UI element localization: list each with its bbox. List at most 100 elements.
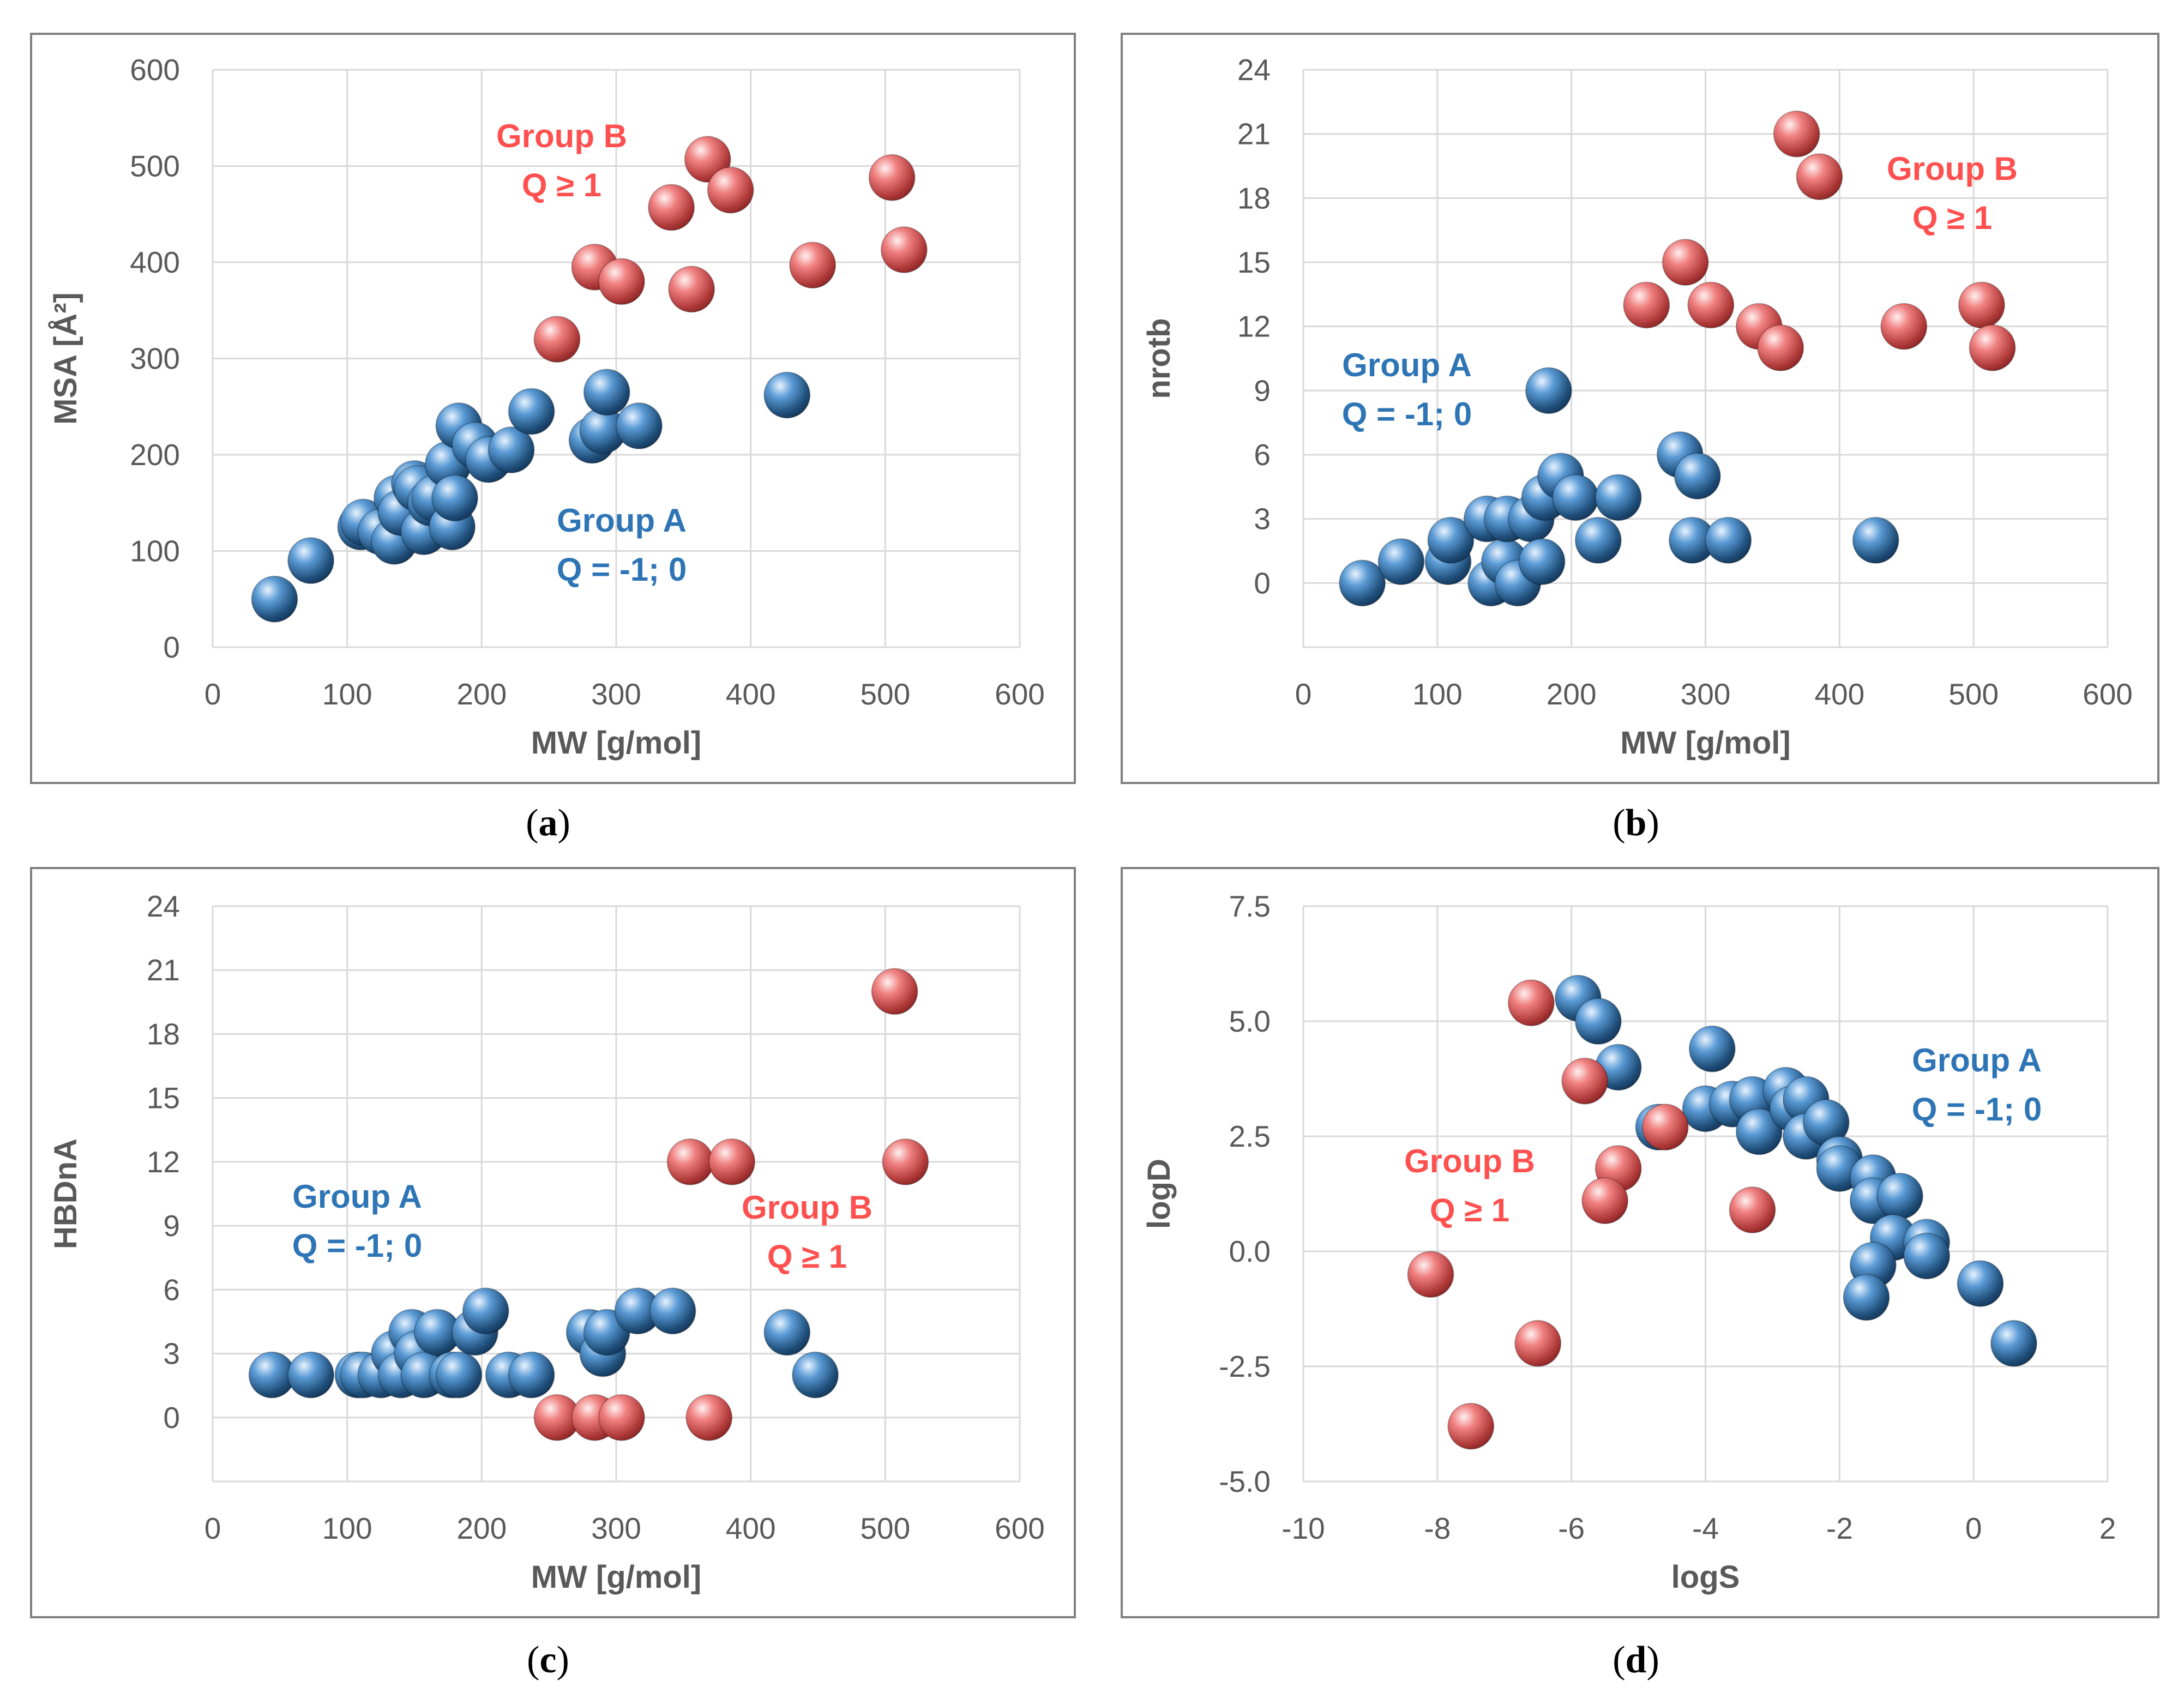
chart-b-point — [1518, 538, 1566, 586]
chart-d-point — [1641, 1104, 1689, 1151]
chart-a-group-a-charge: Q = -1; 0 — [557, 551, 687, 588]
chart-c-xtick-label: 400 — [726, 1511, 776, 1545]
chart-d-point — [1876, 1172, 1923, 1220]
chart-d-ytick-label: 5.0 — [1229, 1004, 1271, 1038]
chart-a-point — [431, 474, 478, 522]
caption-a-letter: a — [538, 802, 558, 844]
chart-c-ytick-label: 18 — [147, 1017, 180, 1051]
chart-d-point — [1688, 1025, 1736, 1073]
chart-c-group-a-charge: Q = -1; 0 — [292, 1227, 422, 1264]
chart-b-xtick-label: 200 — [1547, 677, 1597, 711]
chart-c-ytick-label: 24 — [147, 889, 180, 923]
chart-a-xtick-label: 0 — [204, 677, 221, 711]
chart-c-xtick-label: 500 — [860, 1511, 910, 1545]
chart-b: 0 100 200 300 400 500 600 0 3 6 9 12 15 18 21 24 MW [g/m… — [1141, 53, 2133, 761]
chart-c-point — [792, 1351, 839, 1399]
chart-b-series-a — [1339, 367, 1899, 607]
chart-d-ytick-label: 0.0 — [1229, 1234, 1271, 1268]
chart-a-point — [533, 316, 581, 363]
chart-c-ytick-label: 15 — [147, 1081, 180, 1115]
chart-b-group-b-charge: Q ≥ 1 — [1912, 200, 1992, 236]
chart-c-group-b-title: Group B — [742, 1189, 873, 1226]
caption-b: (b) — [1613, 802, 1659, 844]
chart-a-xlabel: MW [g/mol] — [531, 725, 701, 761]
caption-c: (c) — [527, 1639, 569, 1681]
panel-b-frame — [1121, 33, 2159, 784]
chart-a-group-b-charge: Q ≥ 1 — [522, 167, 601, 203]
chart-d-point — [1561, 1057, 1609, 1105]
chart-a-ytick-label: 0 — [163, 630, 180, 664]
chart-c-xtick-label: 200 — [456, 1511, 507, 1545]
chart-d-xtick-label: 2 — [2099, 1511, 2116, 1545]
chart-c-point — [598, 1394, 645, 1441]
chart-d-point — [1735, 1108, 1783, 1155]
chart-b-point — [1674, 453, 1721, 500]
chart-c-point — [685, 1394, 733, 1441]
chart-b-xtick-label: 600 — [2083, 677, 2133, 711]
chart-d-point — [1507, 979, 1555, 1027]
chart-d-ytick-label: 7.5 — [1229, 889, 1271, 923]
chart-a-ytick-label: 500 — [130, 149, 180, 183]
chart-a-point — [615, 402, 663, 450]
chart-d-point — [1957, 1260, 2004, 1308]
chart-b-xlabel: MW [g/mol] — [1620, 725, 1790, 761]
chart-c-group-b-charge: Q ≥ 1 — [767, 1238, 847, 1275]
chart-b-point — [1595, 474, 1642, 521]
chart-d-xtick-label: -6 — [1558, 1511, 1585, 1545]
chart-d-group-a-charge: Q = -1; 0 — [1912, 1091, 2042, 1128]
chart-c-series-b — [533, 968, 929, 1441]
chart-b-xtick-label: 100 — [1412, 677, 1463, 711]
caption-a: (a) — [526, 802, 570, 844]
chart-c-xtick-label: 100 — [322, 1511, 372, 1545]
caption-d: (d) — [1613, 1639, 1659, 1681]
chart-d-series-a — [1554, 974, 2037, 1367]
chart-b-xtick-label: 0 — [1295, 677, 1312, 711]
chart-a-ylabel: MSA [Å²] — [48, 292, 83, 425]
chart-b-ytick-label: 6 — [1254, 438, 1271, 472]
chart-a-point — [488, 426, 535, 474]
chart-c-xtick-label: 600 — [995, 1511, 1045, 1545]
chart-b-point — [1880, 303, 1928, 350]
chart-a-xtick-label: 600 — [995, 677, 1045, 711]
chart-c-point — [708, 1138, 756, 1185]
chart-b-point — [1852, 516, 1899, 564]
chart-d-point — [1903, 1232, 1951, 1280]
chart-d-group-a-title: Group A — [1912, 1042, 2042, 1079]
chart-b-group-a-charge: Q = -1; 0 — [1342, 396, 1472, 432]
chart-b-point — [1757, 324, 1804, 371]
chart-b-xtick-label: 300 — [1681, 677, 1731, 711]
chart-c-ytick-label: 0 — [163, 1401, 180, 1435]
chart-a-point — [868, 154, 916, 201]
chart-b-group-b-title: Group B — [1887, 150, 2018, 187]
chart-d: -10 -8 -6 -4 -2 0 2 -5.0 -2.5 0.0 2.5 5.0 7.5 logS log… — [1141, 889, 2116, 1595]
chart-b-point — [1552, 474, 1599, 521]
chart-a-point — [763, 371, 811, 419]
chart-d-point — [1574, 998, 1622, 1045]
chart-b-xtick-label: 400 — [1814, 677, 1864, 711]
chart-c: 0 100 200 300 400 500 600 0 3 6 9 12 15 18 21 24 MW [g/m… — [48, 889, 1045, 1595]
chart-d-point — [1514, 1320, 1562, 1367]
chart-d-ylabel: logD — [1141, 1159, 1177, 1229]
chart-b-point — [1796, 153, 1843, 201]
chart-d-point — [1729, 1186, 1776, 1234]
chart-a-series-b — [533, 136, 928, 363]
chart-c-point — [287, 1351, 335, 1399]
chart-b-ytick-label: 15 — [1237, 245, 1271, 279]
chart-b-ytick-label: 21 — [1237, 117, 1271, 151]
chart-a-xtick-label: 400 — [726, 677, 776, 711]
chart-a-ytick-label: 600 — [130, 53, 180, 87]
chart-a-group-b-title: Group B — [496, 118, 627, 154]
chart-d-xlabel: logS — [1671, 1559, 1740, 1595]
chart-b-group-a-title: Group A — [1342, 347, 1472, 383]
chart-b-ytick-label: 3 — [1254, 502, 1271, 536]
chart-b-point — [1773, 110, 1820, 158]
chart-a-point — [668, 266, 715, 313]
chart-c-point — [871, 968, 918, 1015]
chart-d-group-b-charge: Q ≥ 1 — [1430, 1192, 1509, 1228]
chart-c-xtick-label: 0 — [204, 1511, 221, 1545]
chart-d-point — [1407, 1251, 1454, 1298]
chart-a-point — [508, 388, 555, 435]
chart-c-series-a — [248, 1287, 839, 1399]
chart-c-point — [508, 1351, 555, 1399]
chart-c-point — [763, 1309, 811, 1356]
